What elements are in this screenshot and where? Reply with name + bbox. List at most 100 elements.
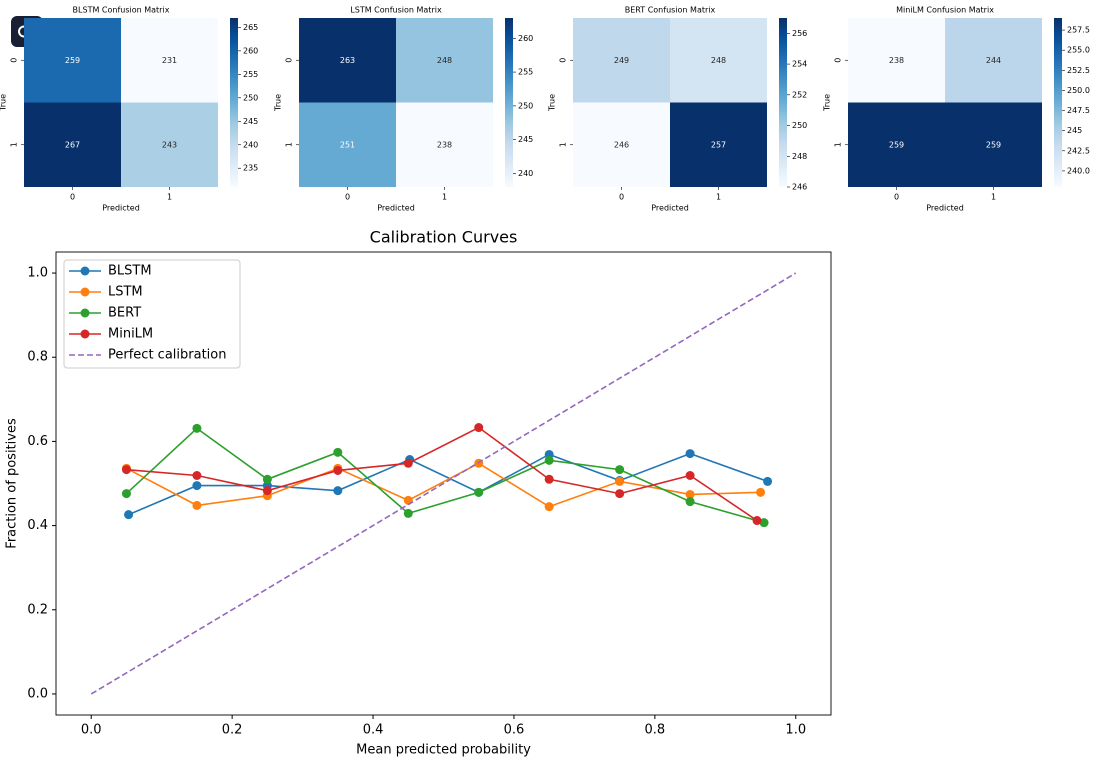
series-line [90, 272, 797, 695]
data-point [192, 423, 202, 433]
cell-label: 249 [614, 56, 629, 65]
heatmap-cell [848, 102, 945, 187]
series-line [125, 427, 765, 524]
series-line [128, 452, 768, 516]
x-axis-label: Mean predicted probability [356, 743, 531, 758]
data-point [121, 489, 131, 499]
legend-label: LSTM [108, 285, 143, 300]
x-tick-label: 0.4 [363, 723, 384, 738]
y-axis-label: Fraction of positives [5, 418, 20, 549]
data-point [192, 471, 202, 481]
y-tick-label: 1 [559, 142, 568, 147]
x-axis-label: Predicted [926, 204, 964, 213]
cell-label: 244 [986, 56, 1001, 65]
data-point [262, 474, 272, 484]
legend-marker [80, 308, 90, 318]
colorbar-tick-label: 252.5 [1067, 66, 1090, 75]
heatmap-cell [24, 18, 121, 103]
data-point [544, 474, 554, 484]
colorbar [230, 18, 238, 187]
legend-label: BERT [108, 306, 141, 321]
heatmap-title: BLSTM Confusion Matrix [73, 6, 170, 15]
x-tick-label: 1 [167, 193, 172, 202]
colorbar-tick-label: 240 [518, 169, 533, 178]
colorbar-tick-label: 245 [518, 135, 533, 144]
data-point [756, 487, 766, 497]
data-point [192, 500, 202, 510]
cell-label: 248 [711, 56, 726, 65]
legend-marker [80, 287, 90, 297]
legend-label: BLSTM [108, 264, 152, 279]
chart-title: Calibration Curves [370, 228, 518, 247]
cell-label: 243 [162, 140, 177, 149]
heatmap-cell [573, 18, 670, 103]
heatmap-title: BERT Confusion Matrix [625, 6, 716, 15]
cell-label: 251 [340, 140, 355, 149]
cell-label: 231 [162, 56, 177, 65]
cell-label: 246 [614, 140, 629, 149]
x-axis-label: Predicted [651, 204, 689, 213]
y-tick-label: 1 [285, 142, 294, 147]
x-tick-label: 0 [894, 193, 899, 202]
y-axis-label: True [823, 94, 832, 112]
data-point [333, 447, 343, 457]
legend-box [63, 259, 241, 369]
heatmap-cell [670, 102, 767, 187]
colorbar-tick-label: 240.0 [1067, 166, 1090, 175]
data-point [474, 487, 484, 497]
y-tick-label: 0.2 [27, 602, 48, 617]
cell-label: 259 [986, 140, 1001, 149]
colorbar-tick-label: 260 [518, 34, 533, 43]
data-point [192, 481, 202, 491]
colorbar-tick-label: 254 [792, 60, 807, 69]
heatmap-cell [670, 18, 767, 103]
heatmap-cell [945, 18, 1042, 103]
heatmap-cell [945, 102, 1042, 187]
y-tick-label: 0.8 [27, 350, 48, 365]
x-tick-label: 0.6 [504, 723, 525, 738]
legend-marker [80, 266, 90, 276]
colorbar [779, 18, 787, 187]
colorbar-tick-label: 252 [792, 90, 807, 99]
legend-marker [80, 329, 90, 339]
cell-label: 259 [889, 140, 904, 149]
data-point [615, 465, 625, 475]
y-tick-label: 1 [834, 142, 843, 147]
heatmap-cell [848, 18, 945, 103]
cell-label: 238 [437, 140, 452, 149]
cell-label: 267 [65, 140, 80, 149]
plot-frame [55, 251, 832, 716]
y-tick-label: 1.0 [27, 266, 48, 281]
x-axis-label: Predicted [377, 204, 415, 213]
legend-label: Perfect calibration [108, 348, 226, 363]
data-point [544, 502, 554, 512]
data-point [474, 423, 484, 433]
colorbar-tick-label: 240 [243, 140, 258, 149]
cell-label: 263 [340, 56, 355, 65]
colorbar-tick-label: 248 [792, 152, 807, 161]
y-tick-label: 0.4 [27, 518, 48, 533]
colorbar-tick-label: 257.5 [1067, 26, 1090, 35]
data-point [752, 516, 762, 526]
data-point [685, 489, 695, 499]
y-axis-label: True [274, 94, 283, 112]
x-tick-label: 0.0 [81, 723, 102, 738]
colorbar-tick-label: 245 [1067, 126, 1082, 135]
heatmap-cell [299, 102, 396, 187]
heatmap-cell [24, 102, 121, 187]
heatmap-cell [396, 102, 493, 187]
colorbar-tick-label: 250 [792, 121, 807, 130]
x-tick-label: 0.2 [222, 723, 243, 738]
x-tick-label: 0 [70, 193, 75, 202]
y-tick-label: 0 [834, 58, 843, 63]
y-tick-label: 0.0 [27, 686, 48, 701]
data-point [615, 476, 625, 486]
colorbar-tick-label: 235 [243, 164, 258, 173]
colorbar-tick-label: 245 [243, 117, 258, 126]
data-point [262, 486, 272, 496]
data-point [759, 518, 769, 528]
heatmap-title: LSTM Confusion Matrix [350, 6, 442, 15]
y-tick-label: 0 [10, 58, 19, 63]
colorbar-tick-label: 265 [243, 23, 258, 32]
